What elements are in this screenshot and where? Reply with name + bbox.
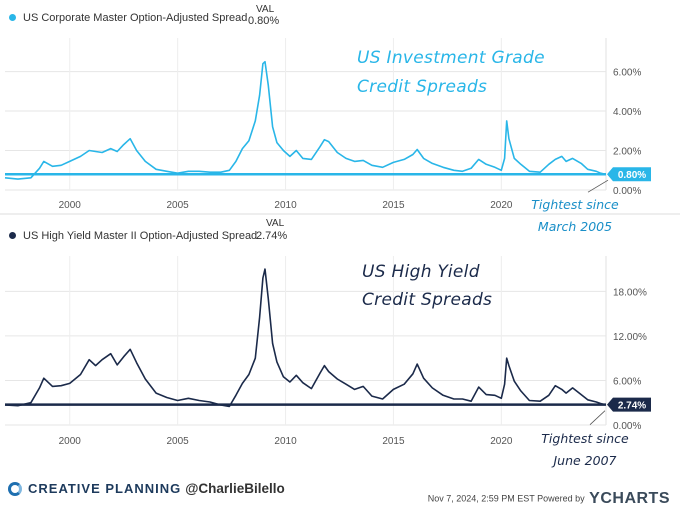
ig-x-tick-label: 2010 [274,200,297,211]
ig-note-line-1: Tightest since [531,197,619,212]
ig-series-line [4,60,606,180]
hy-y-tick-label: 12.00% [613,332,647,343]
hy-x-tick-label: 2010 [274,436,297,447]
ig-note-line-2: March 2005 [537,219,613,234]
hy-title-line-2: Credit Spreads [362,290,493,310]
hy-series-line [4,268,606,408]
ig-note-pointer [587,179,609,193]
hy-note: Tightest since June 2007 [530,428,640,472]
hy-val-header: VAL [266,218,285,229]
hy-legend-label: US High Yield Master II Option-Adjusted … [23,230,258,242]
ig-x-tick-label: 2020 [490,200,513,211]
brand-name: CREATIVE PLANNING [28,481,182,496]
hy-x-tick-label: 2000 [59,436,82,447]
ig-x-tick-label: 2000 [59,200,82,211]
hy-y-tick-label: 6.00% [613,376,641,387]
hy-note-line-2: June 2007 [553,453,617,468]
hy-note-pointer [589,410,606,425]
hy-val-value: 2.74% [256,230,288,242]
ig-x-tick-label: 2015 [382,200,405,211]
hy-title-line-1: US High Yield [362,262,480,282]
creative-planning-logo-icon [8,481,22,496]
hy-y-tick-label: 18.00% [613,287,647,298]
ig-legend-dot-icon [9,13,16,21]
ig-x-tick-label: 2005 [167,200,190,211]
ig-current-value-tag-label: 0.80% [618,170,646,181]
hy-note-line-1: Tightest since [541,431,629,446]
hy-y-tick-label: 0.00% [613,421,641,432]
ig-legend: US Corporate Master Option-Adjusted Spre… [9,12,247,24]
footer-attribution: Nov 7, 2024, 2:59 PM EST Powered by YCHA… [428,490,670,508]
ycharts-logo: YCHARTS [589,490,670,507]
hy-x-tick-label: 2005 [167,436,190,447]
hy-legend-dot-icon [9,231,16,239]
hy-current-value-tag [607,397,651,412]
hy-x-tick-label: 2015 [382,436,405,447]
footer-brand: CREATIVE PLANNING @CharlieBilello [8,481,285,497]
ig-y-tick-label: 0.00% [613,186,641,197]
hy-legend: US High Yield Master II Option-Adjusted … [9,230,257,242]
ig-val-value: 0.80% [248,15,280,27]
ig-current-value-tag [607,167,651,182]
footer-timestamp: Nov 7, 2024, 2:59 PM EST Powered by [427,493,585,504]
ig-val-header: VAL [256,4,275,15]
hy-x-tick-label: 2020 [490,436,513,447]
ig-legend-label: US Corporate Master Option-Adjusted Spre… [23,12,248,24]
ig-title-line-1: US Investment Grade [357,48,545,68]
ig-title-line-2: Credit Spreads [357,77,488,97]
ig-y-tick-label: 4.00% [613,107,641,118]
ig-y-tick-label: 2.00% [613,147,641,158]
ig-note: Tightest since March 2005 [520,194,630,238]
ig-y-tick-label: 6.00% [613,68,641,79]
hy-current-value-tag-label: 2.74% [618,401,646,412]
twitter-handle: @CharlieBilello [185,481,285,496]
